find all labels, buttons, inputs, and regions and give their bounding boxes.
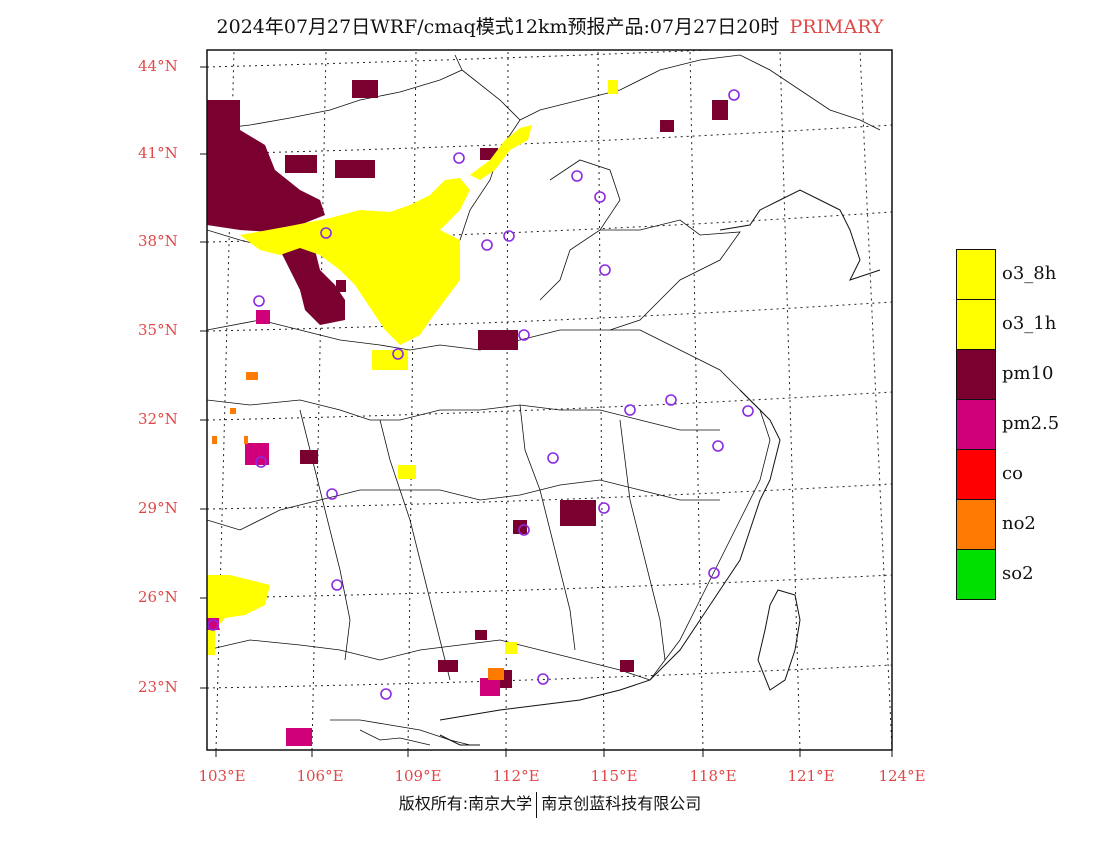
province-boundaries <box>207 54 881 746</box>
legend-swatch <box>956 349 996 400</box>
legend-label: pm10 <box>1002 363 1054 384</box>
lon-label: 103°E <box>198 767 246 785</box>
copyright-right: 南京创蓝科技有限公司 <box>541 794 702 813</box>
legend-item-co: co <box>956 449 1096 500</box>
pm10-patches <box>207 80 728 688</box>
lat-label: 41°N <box>138 144 178 162</box>
copyright-left: 版权所有:南京大学 <box>398 794 533 813</box>
axis-ticks <box>200 66 893 757</box>
legend: o3_8h o3_1h pm10 pm2.5 co no2 so2 <box>956 249 1096 600</box>
legend-item-no2: no2 <box>956 499 1096 550</box>
legend-label: pm2.5 <box>1002 413 1060 434</box>
legend-label: co <box>1002 463 1023 484</box>
lat-label: 23°N <box>138 678 178 696</box>
lon-label: 121°E <box>787 767 835 785</box>
legend-swatch <box>956 449 996 500</box>
copyright-separator <box>536 791 538 818</box>
graticule <box>207 50 892 750</box>
o3-patches <box>207 80 618 655</box>
legend-item-o3-1h: o3_1h <box>956 299 1096 350</box>
lon-label: 124°E <box>878 767 926 785</box>
legend-item-so2: so2 <box>956 549 1096 600</box>
legend-label: so2 <box>1002 563 1034 584</box>
lat-label: 32°N <box>138 410 178 428</box>
lat-label: 44°N <box>138 57 178 75</box>
legend-item-pm25: pm2.5 <box>956 399 1096 450</box>
legend-item-o3-8h: o3_8h <box>956 249 1096 300</box>
legend-label: o3_8h <box>1002 263 1057 284</box>
coastline <box>439 189 881 746</box>
legend-swatch <box>956 399 996 450</box>
station-markers <box>207 89 754 700</box>
title-main: 2024年07月27日WRF/cmaq模式12km预报产品:07月27日20时 <box>216 16 780 38</box>
copyright-footer: 版权所有:南京大学 南京创蓝科技有限公司 <box>0 790 1100 818</box>
legend-label: no2 <box>1002 513 1036 534</box>
title-tag: PRIMARY <box>789 16 884 38</box>
map-title: 2024年07月27日WRF/cmaq模式12km预报产品:07月27日20时 P… <box>0 12 1100 39</box>
lat-label: 38°N <box>138 232 178 250</box>
map-content <box>207 50 892 750</box>
map-frame <box>206 49 893 751</box>
lon-label: 109°E <box>394 767 442 785</box>
no2-patches <box>212 372 504 680</box>
legend-swatch <box>956 249 996 300</box>
legend-swatch <box>956 299 996 350</box>
lon-label: 115°E <box>590 767 638 785</box>
lat-label: 26°N <box>138 588 178 606</box>
legend-swatch <box>956 549 996 600</box>
lat-label: 29°N <box>138 499 178 517</box>
legend-item-pm10: pm10 <box>956 349 1096 400</box>
lat-label: 35°N <box>138 321 178 339</box>
lon-label: 118°E <box>689 767 737 785</box>
legend-label: o3_1h <box>1002 313 1057 334</box>
lon-label: 106°E <box>296 767 344 785</box>
lon-label: 112°E <box>492 767 540 785</box>
legend-swatch <box>956 499 996 550</box>
